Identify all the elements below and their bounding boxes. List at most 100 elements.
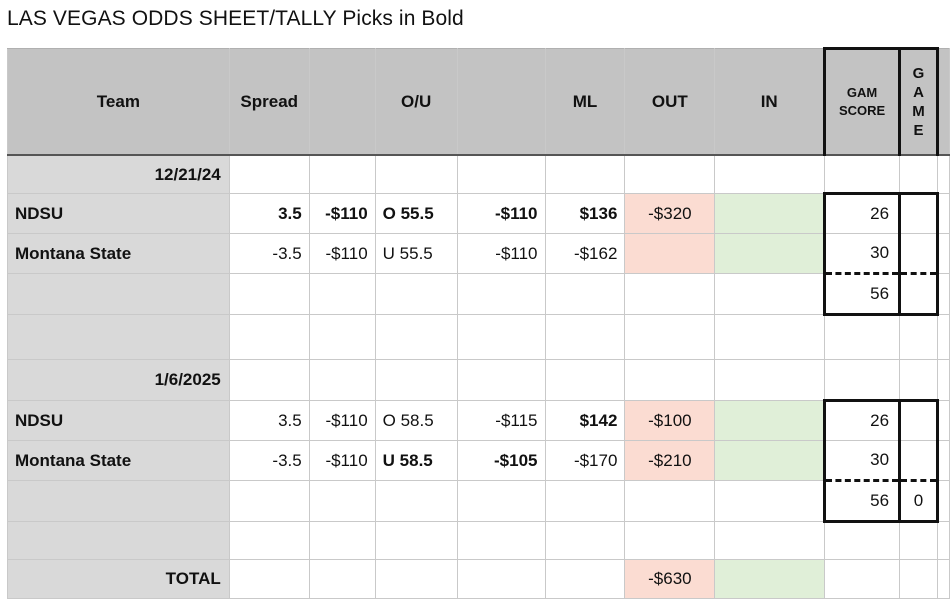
cell[interactable] (624, 273, 716, 315)
cell[interactable] (228, 480, 310, 522)
cell[interactable] (544, 273, 626, 315)
cell[interactable] (714, 521, 826, 560)
ou-value[interactable]: O 58.5 (374, 400, 458, 441)
cell[interactable] (308, 314, 376, 360)
cell[interactable] (714, 359, 826, 401)
team-name[interactable]: NDSU (7, 193, 230, 234)
cell[interactable] (624, 314, 716, 360)
cell[interactable] (308, 359, 376, 401)
ou-odds[interactable]: -$110 (456, 233, 546, 274)
cell[interactable] (228, 359, 310, 401)
moneyline[interactable]: $142 (544, 400, 626, 441)
spread-odds[interactable]: -$110 (308, 233, 376, 274)
header-extra[interactable] (936, 48, 950, 156)
total-game[interactable]: 0 (898, 479, 939, 523)
cell[interactable] (308, 521, 376, 560)
header-ou[interactable]: O/U (374, 48, 458, 156)
cell[interactable] (308, 273, 376, 315)
ou-value[interactable]: U 55.5 (374, 233, 458, 274)
header-in[interactable]: IN (714, 48, 826, 156)
team-cell-blank[interactable] (7, 314, 230, 360)
header-team[interactable]: Team (7, 48, 230, 156)
game-date[interactable]: 12/21/24 (7, 154, 230, 194)
in-value[interactable] (714, 233, 826, 274)
cell[interactable] (374, 559, 458, 599)
cell[interactable] (936, 440, 950, 481)
cell[interactable] (544, 359, 626, 401)
cell[interactable] (374, 314, 458, 360)
cell[interactable] (824, 154, 901, 194)
cell[interactable] (899, 521, 938, 560)
header-ou-odds[interactable] (456, 48, 546, 156)
cell[interactable] (899, 359, 938, 401)
in-value[interactable] (714, 193, 826, 234)
out-value[interactable]: -$320 (624, 193, 716, 234)
cell[interactable] (624, 480, 716, 522)
cell[interactable] (544, 314, 626, 360)
cell[interactable] (714, 480, 826, 522)
total-score[interactable]: 56 (823, 479, 901, 523)
total-out[interactable]: -$630 (624, 559, 716, 599)
game-score[interactable]: 30 (823, 233, 901, 274)
spread-odds[interactable]: -$110 (308, 400, 376, 441)
cell[interactable] (899, 559, 938, 599)
team-name[interactable]: Montana State (7, 233, 230, 274)
cell[interactable] (824, 559, 901, 599)
spread-value[interactable]: -3.5 (228, 440, 310, 481)
cell[interactable] (456, 521, 546, 560)
header-spread[interactable]: Spread (228, 48, 310, 156)
cell[interactable] (374, 521, 458, 560)
team-cell-blank[interactable] (7, 521, 230, 560)
cell[interactable] (228, 314, 310, 360)
cell[interactable] (936, 480, 950, 522)
cell[interactable] (824, 359, 901, 401)
header-out[interactable]: OUT (624, 48, 716, 156)
cell[interactable] (624, 521, 716, 560)
cell[interactable] (228, 154, 310, 194)
cell[interactable] (308, 480, 376, 522)
cell[interactable] (714, 154, 826, 194)
game-result[interactable] (898, 399, 939, 441)
team-cell-blank[interactable] (7, 480, 230, 522)
total-in[interactable] (714, 559, 826, 599)
ou-odds[interactable]: -$115 (456, 400, 546, 441)
cell[interactable] (308, 154, 376, 194)
cell[interactable] (544, 480, 626, 522)
header-spread-odds[interactable] (308, 48, 376, 156)
cell[interactable] (374, 480, 458, 522)
team-name[interactable]: NDSU (7, 400, 230, 441)
cell[interactable] (228, 273, 310, 315)
in-value[interactable] (714, 400, 826, 441)
cell[interactable] (374, 273, 458, 315)
game-score[interactable]: 26 (823, 399, 901, 441)
spread-value[interactable]: -3.5 (228, 233, 310, 274)
total-label[interactable]: TOTAL (7, 559, 230, 599)
header-gam-score[interactable]: GAM SCORE (823, 47, 901, 156)
team-name[interactable]: Montana State (7, 440, 230, 481)
spread-value[interactable]: 3.5 (228, 400, 310, 441)
spread-value[interactable]: 3.5 (228, 193, 310, 234)
cell[interactable] (936, 400, 950, 441)
out-value[interactable]: -$100 (624, 400, 716, 441)
cell[interactable] (456, 559, 546, 599)
game-score[interactable]: 26 (823, 192, 901, 234)
header-game[interactable]: G A M E (898, 47, 939, 156)
cell[interactable] (936, 233, 950, 274)
game-result[interactable] (898, 233, 939, 274)
game-score[interactable]: 30 (823, 440, 901, 481)
cell[interactable] (936, 193, 950, 234)
spread-odds[interactable]: -$110 (308, 440, 376, 481)
header-ml[interactable]: ML (544, 48, 626, 156)
cell[interactable] (544, 154, 626, 194)
cell[interactable] (936, 521, 950, 560)
cell[interactable] (374, 154, 458, 194)
moneyline[interactable]: -$170 (544, 440, 626, 481)
game-date[interactable]: 1/6/2025 (7, 359, 230, 401)
cell[interactable] (456, 359, 546, 401)
cell[interactable] (899, 154, 938, 194)
ou-odds[interactable]: -$110 (456, 193, 546, 234)
cell[interactable] (624, 154, 716, 194)
ou-value[interactable]: O 55.5 (374, 193, 458, 234)
team-cell-blank[interactable] (7, 273, 230, 315)
out-value[interactable]: -$210 (624, 440, 716, 481)
